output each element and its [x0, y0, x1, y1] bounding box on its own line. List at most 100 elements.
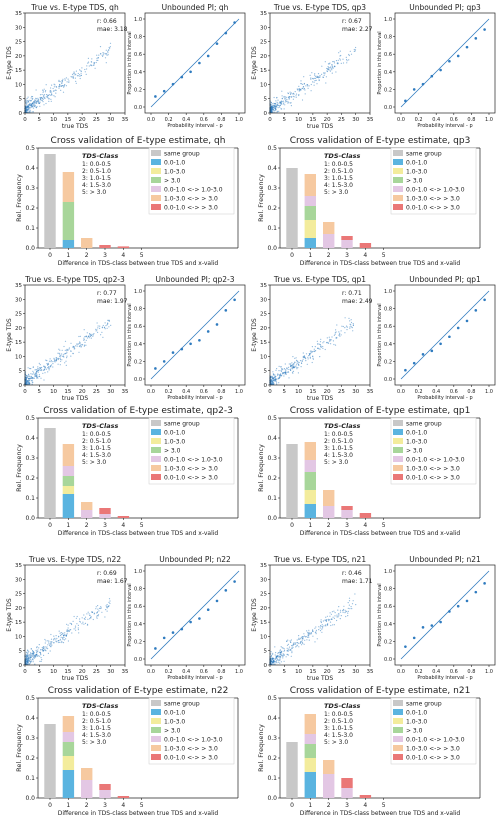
scatter-point	[87, 62, 89, 64]
scatter-point	[302, 86, 305, 88]
scatter-ylabel: E-type TDS	[251, 318, 258, 352]
scatter-point	[46, 96, 49, 98]
bar-segment	[286, 444, 298, 518]
scatter-point	[279, 376, 281, 378]
scatter-point	[88, 336, 90, 338]
x-tick-label: 0.2	[415, 389, 423, 395]
scatter-point	[56, 637, 58, 640]
scatter-point	[287, 654, 290, 656]
scatter-point	[272, 376, 274, 379]
scatter-point	[80, 74, 82, 76]
pi-point	[412, 636, 416, 640]
scatter-point	[291, 368, 293, 370]
scatter-point	[288, 377, 290, 379]
scatter-point	[274, 374, 276, 376]
mae-value: mae: 1.97	[97, 298, 128, 305]
pi-point	[474, 37, 478, 40]
scatter-ylabel: E-type TDS	[251, 598, 258, 632]
scatter-point	[25, 109, 27, 111]
y-tick-label: 30	[260, 577, 267, 583]
y-tick-label: 0.3	[25, 185, 35, 192]
x-tick-label: 1	[308, 252, 312, 259]
scatter-point	[279, 662, 281, 664]
class-item: 3: 1.0-1.5	[324, 725, 353, 732]
x-tick-label: 0.4	[432, 669, 440, 675]
bar-panel-n22: Cross validation of E-type estimate, n22…	[15, 686, 239, 817]
scatter-point	[285, 373, 287, 375]
scatter-point	[42, 649, 44, 652]
scatter-point	[340, 334, 342, 336]
scatter-point	[25, 663, 27, 665]
scatter-point	[29, 655, 31, 657]
scatter-point	[296, 88, 298, 90]
scatter-point	[81, 623, 83, 625]
scatter-point	[316, 83, 318, 85]
x-tick-label: 35	[122, 669, 129, 675]
x-tick-label: 0.8	[467, 117, 475, 123]
x-tick-label: 2	[327, 522, 331, 529]
x-tick-label: 1.0	[235, 669, 243, 675]
scatter-point	[291, 371, 294, 373]
scatter-point	[352, 323, 354, 325]
scatter-point	[295, 96, 297, 98]
scatter-point	[290, 368, 292, 370]
scatter-point	[326, 70, 329, 73]
scatter-point	[79, 74, 81, 76]
scatter-point	[64, 362, 66, 364]
scatter-point	[105, 605, 107, 607]
y-tick-label: 0.0	[134, 377, 142, 383]
pi-point	[421, 626, 425, 629]
scatter-point	[102, 55, 104, 58]
scatter-xlabel: true TDS	[62, 123, 89, 130]
x-tick-label: 25	[338, 669, 345, 675]
bar-segment	[62, 172, 75, 202]
scatter-point	[276, 659, 278, 661]
scatter-point	[32, 655, 34, 657]
pi-panel-n22: Unbounded PI; n220.00.00.20.20.40.40.60.…	[127, 555, 246, 681]
scatter-point	[62, 635, 65, 637]
scatter-point	[68, 348, 70, 350]
scatter-point	[320, 625, 322, 627]
scatter-point	[292, 356, 294, 358]
scatter-point	[59, 641, 61, 644]
scatter-point	[286, 371, 288, 373]
scatter-point	[286, 640, 288, 642]
bar-title: Cross validation of E-type estimate, qp2…	[43, 406, 233, 416]
legend-label: 1.0-3.0	[164, 439, 185, 446]
pi-title: Unbounded PI; qp2-3	[155, 275, 234, 284]
legend-label: 0.0-1.0	[406, 710, 427, 717]
y-tick-label: 0.2	[134, 87, 142, 93]
scatter-point	[334, 612, 336, 614]
scatter-point	[49, 90, 51, 92]
y-tick-label: 30	[15, 25, 22, 31]
scatter-point	[96, 57, 98, 60]
scatter-point	[294, 357, 296, 359]
scatter-point	[277, 102, 279, 104]
scatter-point	[290, 641, 292, 643]
scatter-point	[298, 94, 300, 97]
scatter-point	[61, 359, 63, 361]
scatter-point	[308, 632, 310, 634]
legend-label: 1.0-3.0 <-> > 3.0	[406, 196, 460, 203]
scatter-point	[32, 111, 34, 113]
scatter-point	[89, 333, 91, 335]
scatter-point	[40, 657, 42, 659]
scatter-point	[47, 652, 50, 655]
scatter-point	[283, 653, 285, 655]
x-tick-label: 0.4	[432, 117, 440, 123]
scatter-point	[36, 376, 38, 378]
scatter-point	[106, 604, 108, 606]
legend-label: 0.0-1.0	[164, 710, 185, 717]
scatter-point	[26, 383, 28, 385]
scatter-point	[290, 92, 292, 94]
scatter-point	[73, 348, 75, 350]
pi-ylabel: Proportion in this interval	[127, 303, 133, 366]
scatter-point	[65, 364, 67, 366]
x-tick-label: 1	[66, 522, 70, 529]
bar-title: Cross validation of E-type estimate, qp3	[290, 136, 471, 146]
scatter-point	[25, 661, 28, 663]
bar-segment	[341, 778, 353, 788]
pi-point	[430, 349, 434, 353]
scatter-point	[52, 363, 54, 365]
x-tick-label: 0.6	[450, 117, 458, 123]
